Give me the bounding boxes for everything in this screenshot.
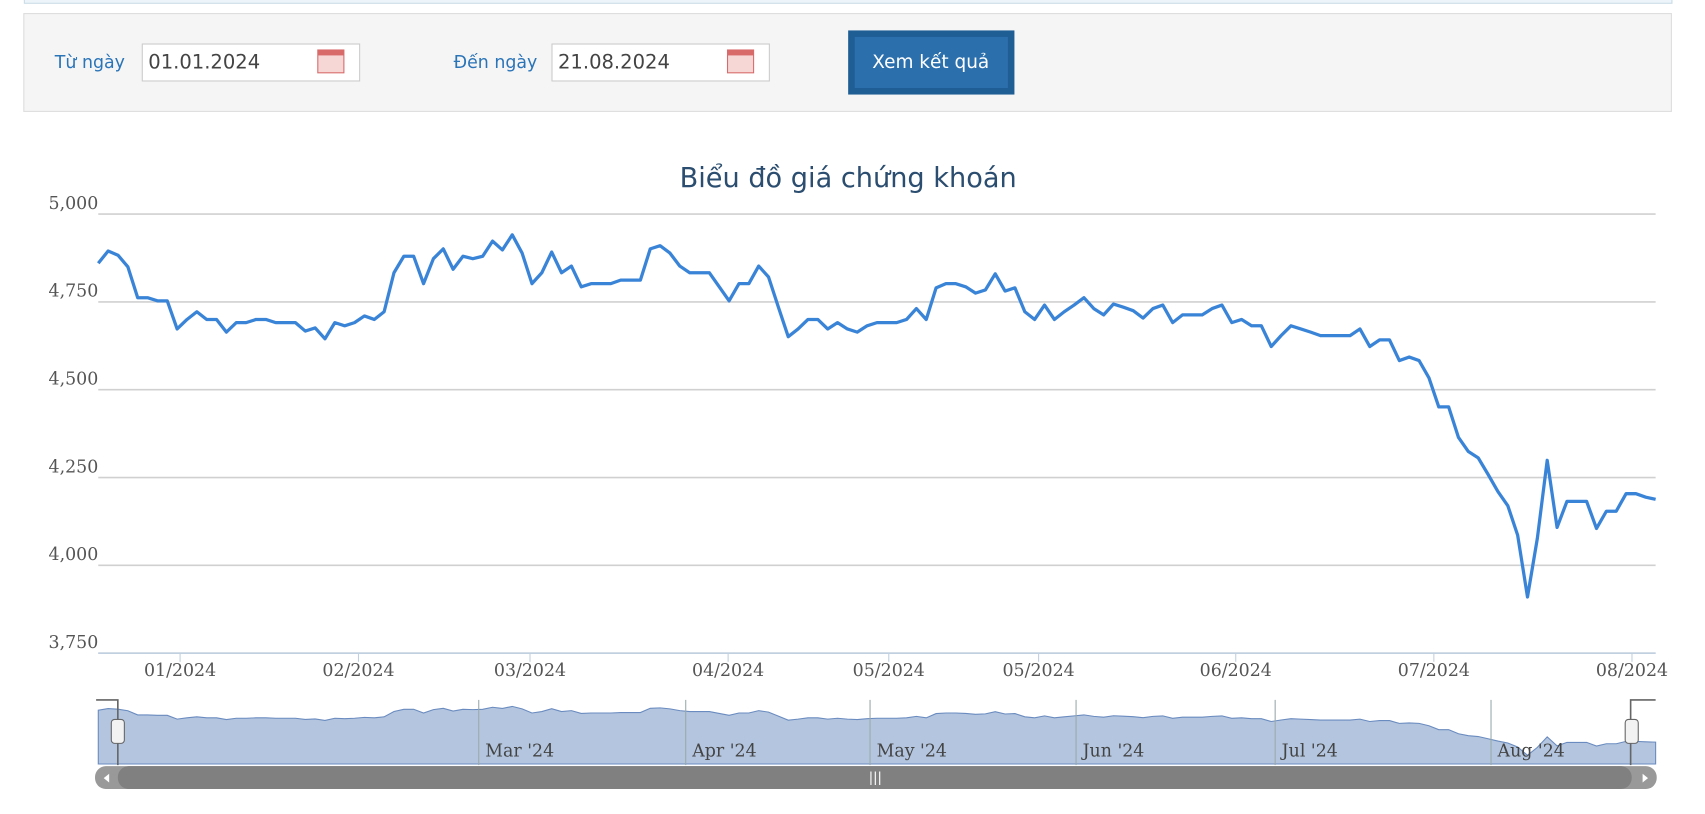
y-tick-label: 4,000 bbox=[49, 545, 99, 565]
x-tick-label: 03/2024 bbox=[494, 661, 566, 681]
navigator-label: Apr '24 bbox=[691, 742, 756, 762]
y-tick-label: 3,750 bbox=[49, 633, 99, 653]
scrollbar-thumb[interactable] bbox=[117, 766, 1632, 790]
navigator-label: Jun '24 bbox=[1081, 742, 1145, 762]
chart-title: Biểu đồ giá chứng khoán bbox=[680, 163, 1017, 194]
y-tick-label: 5,000 bbox=[49, 194, 99, 214]
x-tick-label: 05/2024 bbox=[1003, 661, 1075, 681]
navigator-area bbox=[97, 705, 1657, 765]
top-bar bbox=[23, 0, 1673, 4]
calendar-icon[interactable] bbox=[317, 49, 345, 74]
navigator-handle[interactable] bbox=[1624, 718, 1639, 744]
to-label: Đến ngày bbox=[454, 52, 538, 73]
from-value: 01.01.2024 bbox=[148, 51, 260, 74]
from-label: Từ ngày bbox=[54, 53, 125, 73]
x-tick-label: 05/2024 bbox=[853, 661, 925, 681]
scroll-right[interactable] bbox=[1642, 773, 1649, 783]
navigator-label: Aug '24 bbox=[1497, 742, 1565, 762]
x-tick-label: 08/2024 bbox=[1596, 661, 1668, 681]
x-tick-label: 02/2024 bbox=[322, 661, 394, 681]
y-tick-label: 4,500 bbox=[49, 369, 99, 389]
navigator-label: Mar '24 bbox=[485, 742, 554, 762]
x-tick-label: 01/2024 bbox=[144, 661, 216, 681]
scrollbar-grip: ||| bbox=[869, 771, 882, 786]
scroll-left[interactable] bbox=[103, 773, 110, 783]
x-tick-label: 04/2024 bbox=[692, 661, 764, 681]
x-tick-label: 06/2024 bbox=[1200, 661, 1272, 681]
calendar-icon[interactable] bbox=[726, 49, 755, 74]
price-line bbox=[97, 233, 1656, 599]
y-tick-label: 4,750 bbox=[49, 282, 99, 302]
submit-button-inner bbox=[854, 36, 1008, 89]
navigator-label: May '24 bbox=[877, 742, 947, 762]
to-value: 21.08.2024 bbox=[558, 51, 670, 74]
navigator-handle[interactable] bbox=[110, 718, 125, 744]
submit-label: Xem kết quả bbox=[872, 52, 989, 73]
navigator-label: Jul '24 bbox=[1280, 742, 1338, 762]
x-tick-label: 07/2024 bbox=[1398, 661, 1470, 681]
y-tick-label: 4,250 bbox=[49, 457, 99, 477]
